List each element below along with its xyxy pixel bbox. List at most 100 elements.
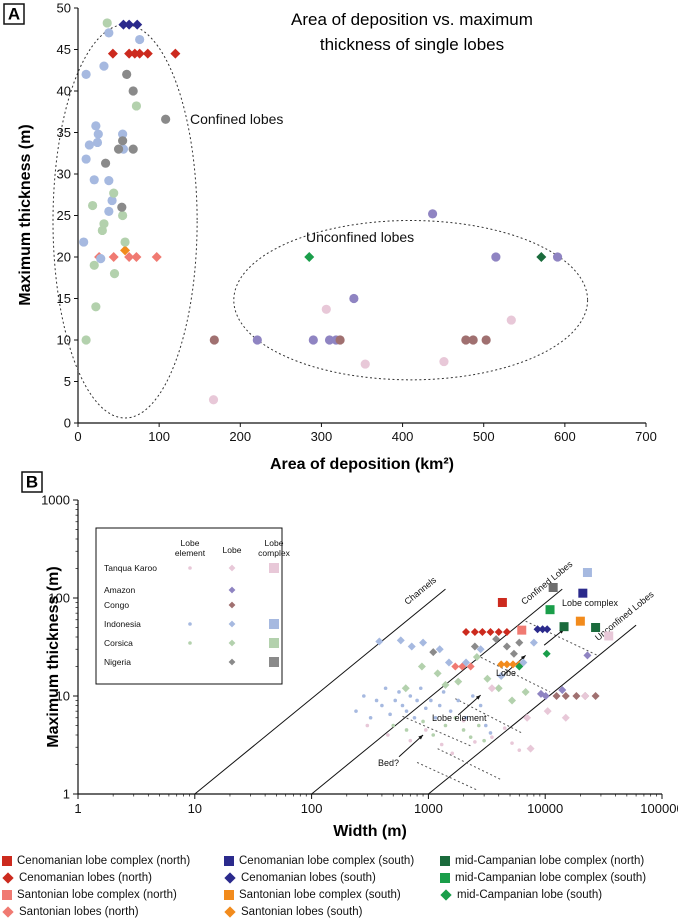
data-point <box>462 627 471 636</box>
points-b <box>354 568 614 756</box>
x-tick-label: 100000 <box>640 801 678 816</box>
square-marker-icon <box>440 856 450 866</box>
data-point <box>308 335 318 345</box>
data-point <box>444 658 453 667</box>
scale-separator <box>402 715 471 747</box>
data-point <box>81 69 91 79</box>
data-point <box>523 713 532 722</box>
x-tick-label: 300 <box>311 429 333 444</box>
data-point <box>92 137 103 148</box>
data-point <box>427 209 438 219</box>
data-point <box>482 738 486 743</box>
data-point <box>519 658 528 667</box>
data-point <box>470 642 479 651</box>
square-marker-icon <box>224 890 234 900</box>
data-point <box>79 237 89 247</box>
data-point <box>124 48 135 59</box>
data-point <box>461 335 471 345</box>
data-point <box>454 677 463 686</box>
data-point <box>497 671 506 680</box>
data-point <box>453 715 458 720</box>
data-point <box>89 175 99 185</box>
y-tick-label: 50 <box>57 1 71 16</box>
data-point <box>502 726 507 730</box>
data-point <box>415 698 419 703</box>
data-point <box>417 662 426 671</box>
data-point <box>374 698 379 703</box>
data-point <box>380 703 384 708</box>
square-marker-icon <box>2 890 12 900</box>
inset-legend-marker <box>269 657 279 667</box>
data-point <box>497 660 506 669</box>
bottom-legend-item: Santonian lobes (south) <box>224 906 362 918</box>
data-point <box>468 735 473 739</box>
data-point <box>581 692 590 700</box>
data-point <box>88 200 98 211</box>
data-point <box>100 158 111 168</box>
y-tick-label: 35 <box>57 125 71 140</box>
data-point <box>558 686 567 695</box>
data-point <box>517 748 522 752</box>
data-point <box>508 696 517 705</box>
x-tick-label: 700 <box>635 429 657 444</box>
data-point <box>575 616 585 626</box>
data-point <box>441 690 446 694</box>
y-axis-title-a: Maximum thickness (m) <box>17 124 34 305</box>
annotation-lobe: Lobe <box>496 668 516 678</box>
data-point <box>124 252 135 262</box>
data-point <box>591 692 600 700</box>
annotation-lobe-element: Lobe element <box>432 713 487 723</box>
x-tick-label: 400 <box>392 429 414 444</box>
data-point <box>559 622 569 632</box>
data-point <box>102 18 112 28</box>
inset-legend-marker <box>228 639 236 647</box>
data-point <box>408 694 413 698</box>
diamond-marker-icon <box>224 906 236 918</box>
x-tick-label: 100 <box>301 801 323 816</box>
y-tick-label: 20 <box>57 250 71 265</box>
y-tick-label: 1000 <box>41 493 70 508</box>
data-point <box>109 188 119 198</box>
y-tick-label: 10 <box>57 333 71 348</box>
diamond-marker-icon <box>2 872 14 884</box>
data-point <box>472 653 481 662</box>
data-point <box>118 136 128 146</box>
data-point <box>526 744 535 753</box>
data-point <box>439 742 444 747</box>
bottom-legend-item: mid-Campanian lobe complex (south) <box>440 872 646 884</box>
bottom-legend-label: Santonian lobes (north) <box>19 906 139 918</box>
data-point <box>421 719 425 724</box>
data-point <box>473 740 477 744</box>
x-tick-label: 0 <box>74 429 81 444</box>
annotation-lobe-complex: Lobe complex <box>562 598 619 608</box>
data-point <box>491 252 501 262</box>
data-point <box>131 101 142 111</box>
data-point <box>468 335 478 345</box>
channels-line <box>194 588 446 795</box>
x-tick-label: 100 <box>148 429 170 444</box>
data-point <box>450 751 455 756</box>
data-point <box>407 642 416 651</box>
bottom-legend-label: Cenomanian lobe complex (south) <box>239 855 415 867</box>
data-point <box>132 19 143 30</box>
data-point <box>360 359 370 369</box>
confined-lobes-region <box>52 24 198 419</box>
inset-legend-column-header: Lobe <box>265 538 284 548</box>
data-point <box>604 631 614 641</box>
data-point <box>419 638 428 647</box>
data-point <box>412 715 417 720</box>
axes-b: 1 10 100 1000 10000 100000 1 10 100 1000 <box>41 493 678 817</box>
data-point <box>490 735 494 739</box>
data-point <box>304 252 315 262</box>
data-point <box>120 245 131 256</box>
unconfined-lobes-line <box>428 624 637 795</box>
x-tick-label: 500 <box>473 429 495 444</box>
scale-arrow-head <box>475 695 481 700</box>
data-point <box>466 662 475 671</box>
data-point <box>89 260 99 270</box>
data-point <box>582 568 592 578</box>
data-point <box>151 252 162 262</box>
y-tick-label: 30 <box>57 167 71 182</box>
data-point <box>386 733 390 737</box>
panel-label-b: B <box>26 473 38 492</box>
